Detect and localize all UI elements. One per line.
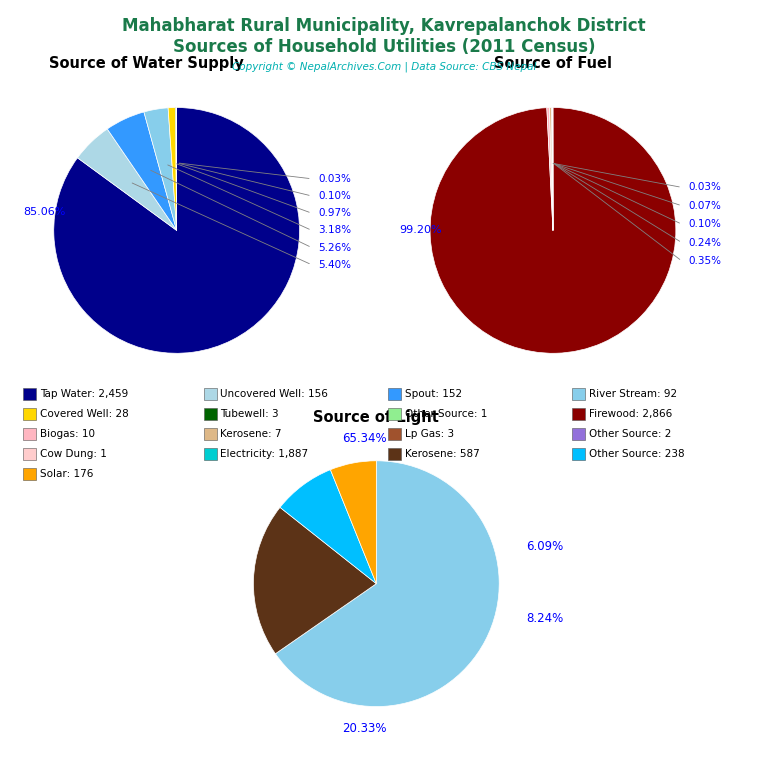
Text: 6.09%: 6.09%: [526, 541, 564, 553]
Wedge shape: [547, 108, 553, 230]
Text: Other Source: 2: Other Source: 2: [589, 429, 671, 439]
Text: 5.40%: 5.40%: [318, 260, 351, 270]
Text: Spout: 152: Spout: 152: [405, 389, 462, 399]
Wedge shape: [549, 108, 553, 230]
Text: 20.33%: 20.33%: [342, 722, 386, 735]
Wedge shape: [78, 129, 177, 230]
Text: Cow Dung: 1: Cow Dung: 1: [40, 449, 107, 459]
Text: 0.03%: 0.03%: [318, 174, 351, 184]
Text: 0.10%: 0.10%: [318, 191, 351, 201]
Text: 65.34%: 65.34%: [342, 432, 386, 445]
Wedge shape: [552, 108, 553, 230]
Text: Kerosene: 587: Kerosene: 587: [405, 449, 479, 459]
Wedge shape: [551, 108, 553, 230]
Text: 0.97%: 0.97%: [318, 208, 351, 218]
Title: Source of Light: Source of Light: [313, 410, 439, 425]
Text: Kerosene: 7: Kerosene: 7: [220, 429, 282, 439]
Wedge shape: [108, 112, 177, 230]
Text: Sources of Household Utilities (2011 Census): Sources of Household Utilities (2011 Cen…: [173, 38, 595, 56]
Text: Electricity: 1,887: Electricity: 1,887: [220, 449, 309, 459]
Wedge shape: [330, 461, 376, 584]
Text: Other Source: 1: Other Source: 1: [405, 409, 487, 419]
Text: Tubewell: 3: Tubewell: 3: [220, 409, 279, 419]
Text: 5.26%: 5.26%: [318, 243, 351, 253]
Text: 0.35%: 0.35%: [688, 256, 721, 266]
Wedge shape: [54, 108, 300, 353]
Wedge shape: [176, 108, 177, 230]
Text: Tap Water: 2,459: Tap Water: 2,459: [40, 389, 128, 399]
Text: 3.18%: 3.18%: [318, 225, 351, 236]
Text: Mahabharat Rural Municipality, Kavrepalanchok District: Mahabharat Rural Municipality, Kavrepala…: [122, 17, 646, 35]
Text: Copyright © NepalArchives.Com | Data Source: CBS Nepal: Copyright © NepalArchives.Com | Data Sou…: [232, 61, 536, 72]
Text: 99.20%: 99.20%: [399, 225, 442, 236]
Title: Source of Fuel: Source of Fuel: [494, 57, 612, 71]
Text: 8.24%: 8.24%: [526, 611, 564, 624]
Text: Lp Gas: 3: Lp Gas: 3: [405, 429, 454, 439]
Text: Biogas: 10: Biogas: 10: [40, 429, 95, 439]
Text: Solar: 176: Solar: 176: [40, 468, 93, 479]
Title: Source of Water Supply: Source of Water Supply: [48, 57, 243, 71]
Wedge shape: [280, 470, 376, 584]
Wedge shape: [276, 461, 499, 707]
Text: 85.06%: 85.06%: [23, 207, 65, 217]
Text: River Stream: 92: River Stream: 92: [589, 389, 677, 399]
Wedge shape: [253, 508, 376, 654]
Wedge shape: [144, 108, 177, 230]
Text: 0.07%: 0.07%: [688, 200, 721, 211]
Text: 0.10%: 0.10%: [688, 219, 721, 230]
Wedge shape: [430, 108, 676, 353]
Text: 0.03%: 0.03%: [688, 182, 721, 193]
Text: Firewood: 2,866: Firewood: 2,866: [589, 409, 672, 419]
Text: Uncovered Well: 156: Uncovered Well: 156: [220, 389, 328, 399]
Text: Other Source: 238: Other Source: 238: [589, 449, 685, 459]
Text: 0.24%: 0.24%: [688, 237, 721, 248]
Text: Covered Well: 28: Covered Well: 28: [40, 409, 129, 419]
Wedge shape: [168, 108, 177, 230]
